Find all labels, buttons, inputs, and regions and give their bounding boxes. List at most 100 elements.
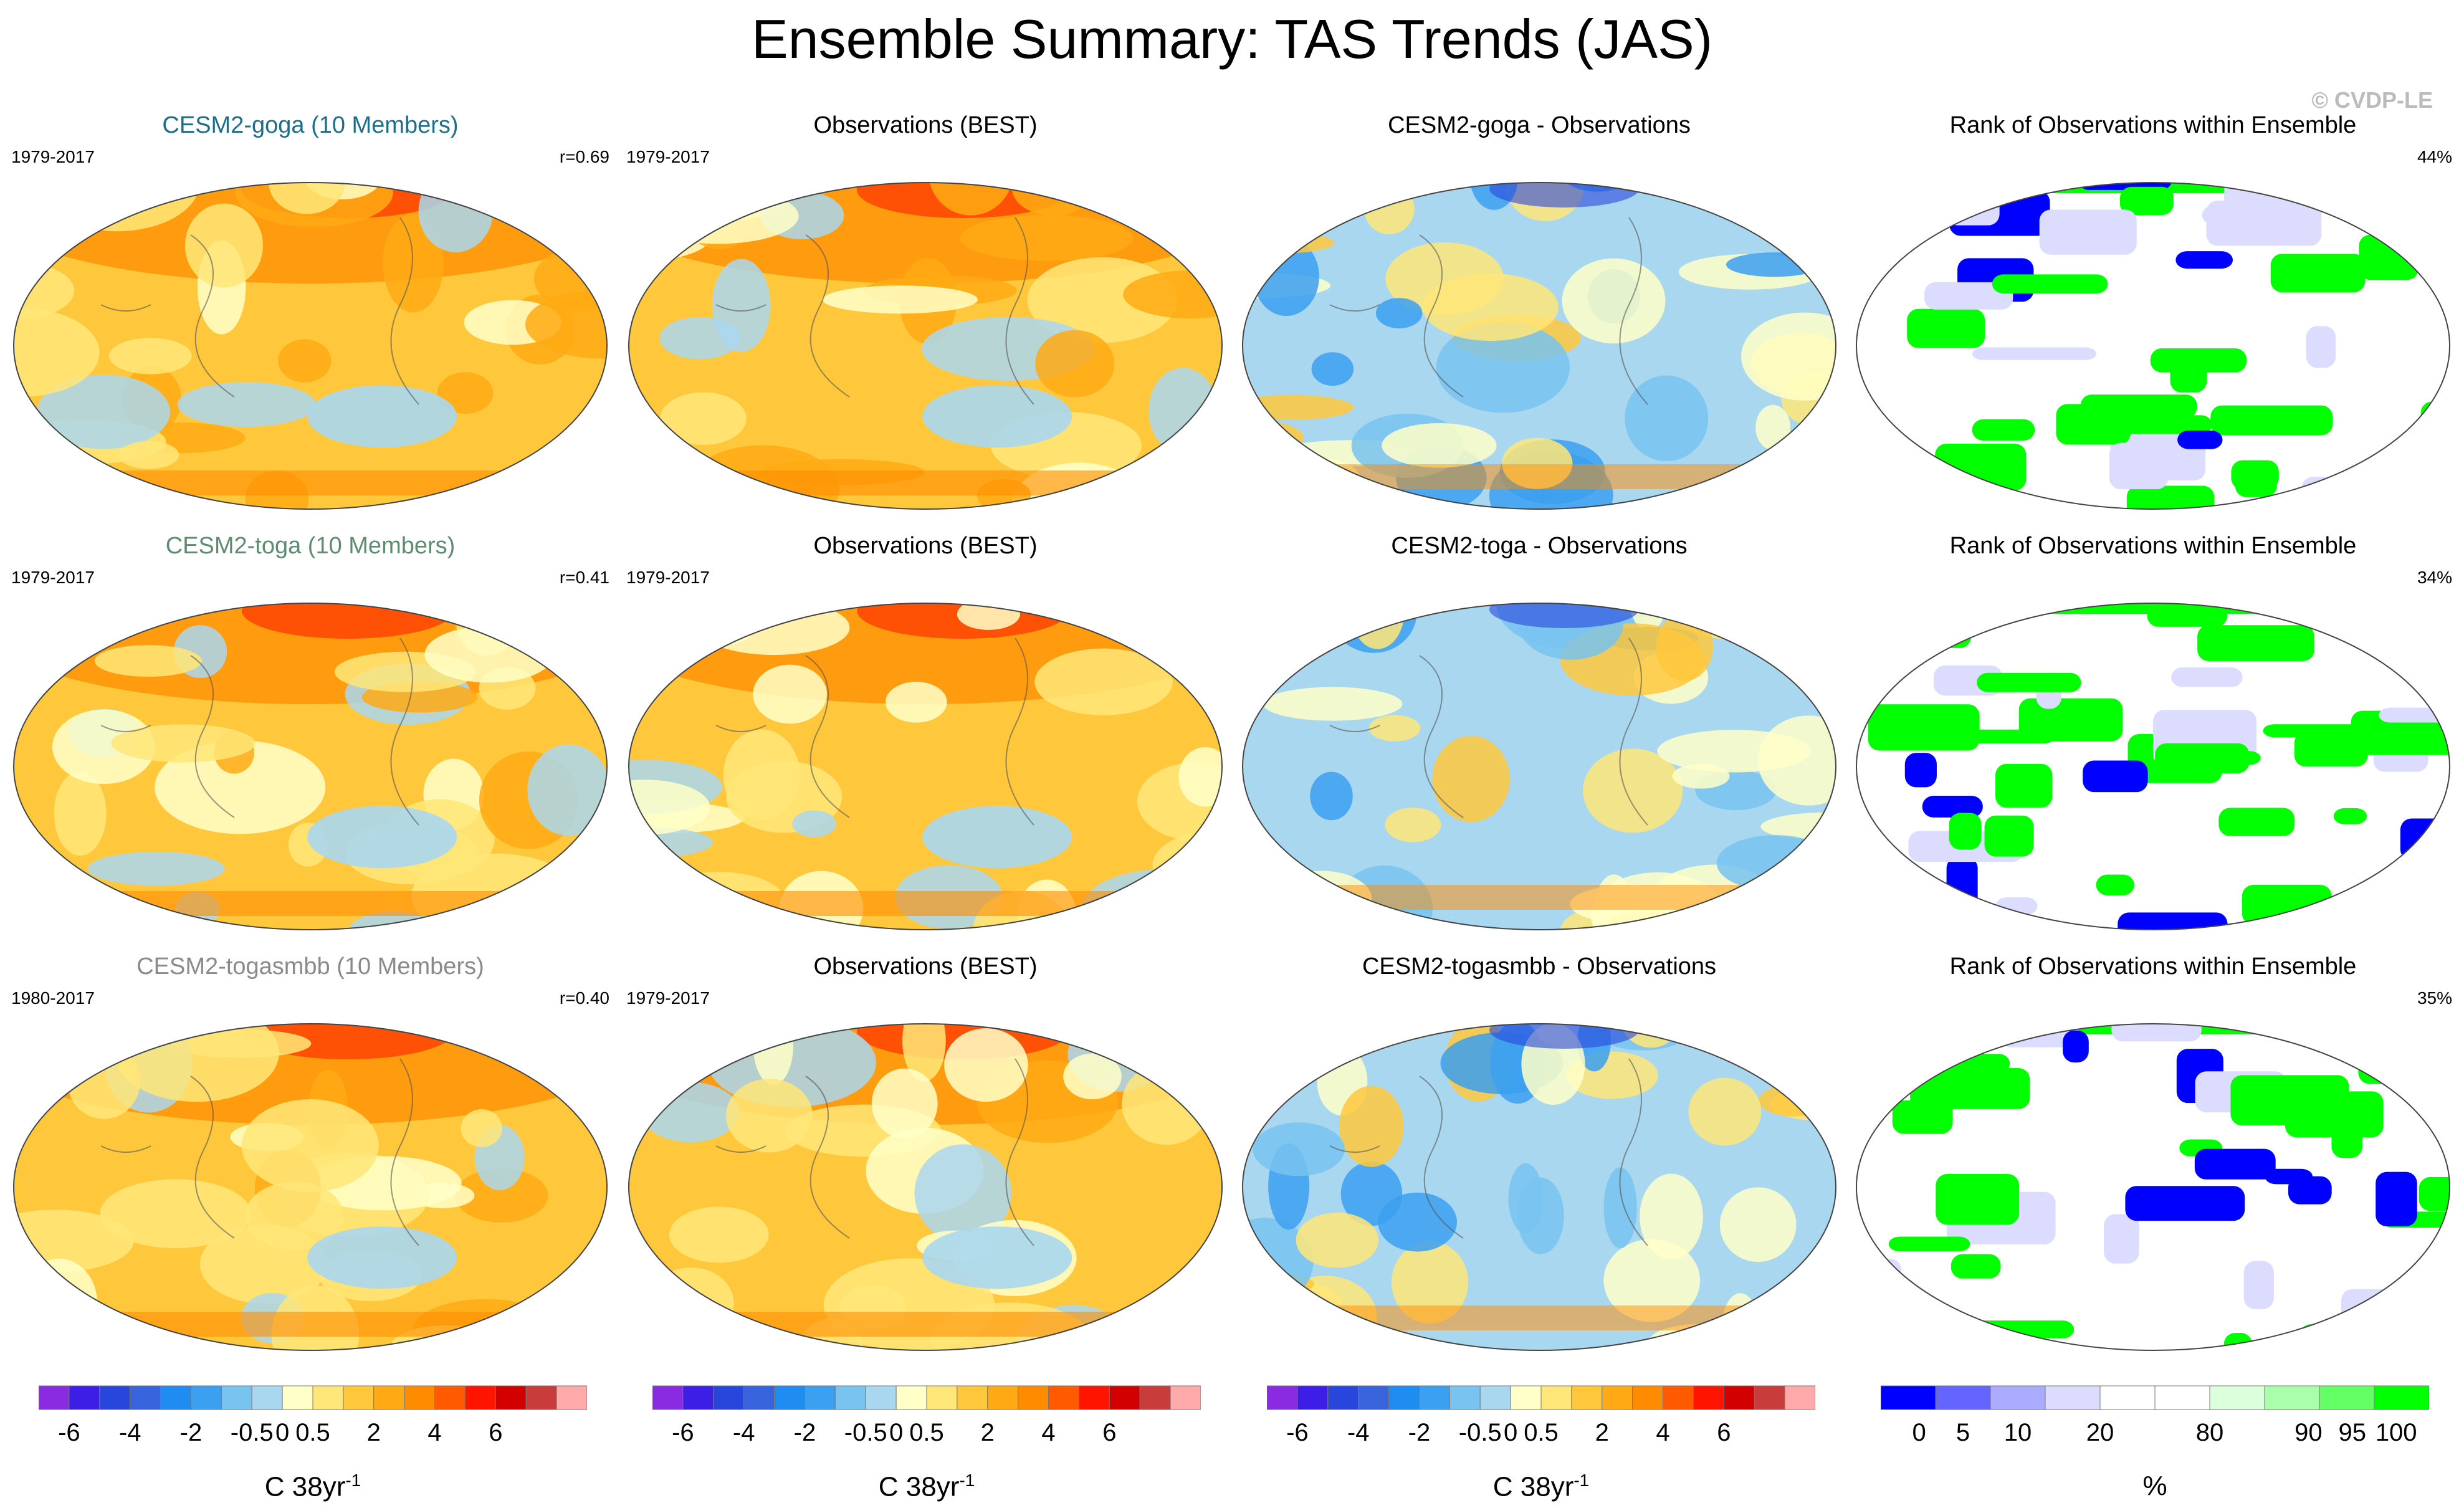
colorbar-tick-label: 0 xyxy=(1912,1419,1926,1446)
colorbar-swatch xyxy=(926,1385,958,1410)
map-panel: CESM2-togasmbb - Observations xyxy=(1240,953,1838,1355)
colorbar-swatch xyxy=(1602,1385,1633,1410)
trend-colorbar-2: -6 -4 -2 -0.5 0 0.5 2 4 6 C 38yr-1 xyxy=(652,1383,1201,1508)
colorbar-swatch xyxy=(2099,1385,2156,1410)
globe-map xyxy=(628,182,1223,510)
panel-correlation: r=0.40 xyxy=(559,988,609,1008)
panel-period: 1979-2017 xyxy=(626,147,710,166)
colorbar-tick-label: 0 xyxy=(275,1419,289,1446)
map-panel: Observations (BEST) 1979-2017 xyxy=(626,533,1225,935)
globe-map xyxy=(628,1023,1223,1351)
map-panel: Rank of Observations within Ensemble 44% xyxy=(1854,112,2452,514)
panel-period: 1979-2017 xyxy=(11,568,95,587)
colorbar-svg: -6 -4 -2 -0.5 0 0.5 2 4 6 xyxy=(1267,1385,1815,1446)
colorbar-swatch xyxy=(1449,1385,1481,1410)
colorbar-tick-label: 90 xyxy=(2294,1419,2323,1446)
colorbar-tick-label: -0.5 xyxy=(844,1419,887,1446)
colorbar-swatch xyxy=(713,1385,745,1410)
colorbar-swatch xyxy=(1267,1385,1298,1410)
colorbar-swatch xyxy=(1139,1385,1171,1410)
colorbar-swatch xyxy=(652,1385,684,1410)
colorbar-tick-label: 0 xyxy=(889,1419,903,1446)
colorbar-swatch xyxy=(1170,1385,1201,1410)
colorbar-swatch xyxy=(221,1385,252,1410)
colorbar-tick-label: 95 xyxy=(2339,1419,2367,1446)
colorbar-swatch xyxy=(190,1385,222,1410)
colorbar-tick-label: 80 xyxy=(2196,1419,2224,1446)
colorbar-swatch xyxy=(130,1385,161,1410)
globe-map xyxy=(1242,182,1836,510)
colorbar-swatch xyxy=(865,1385,897,1410)
colorbar-swatch xyxy=(1754,1385,1785,1410)
rank-colorbar: 0 5 10 20 80 90 95 100% xyxy=(1881,1383,2429,1508)
colorbar-tick-label: -6 xyxy=(1286,1419,1309,1446)
panel-percent: 35% xyxy=(2417,988,2452,1008)
panel-title: CESM2-toga (10 Members) xyxy=(165,533,456,559)
panel-title: Observations (BEST) xyxy=(813,953,1038,980)
colorbar-tick-label: 6 xyxy=(489,1419,502,1446)
colorbar-swatch xyxy=(1784,1385,1815,1410)
colorbar-swatch xyxy=(312,1385,344,1410)
colorbar-svg: -6 -4 -2 -0.5 0 0.5 2 4 6 xyxy=(652,1385,1201,1446)
colorbar-tick-label: 0 xyxy=(1504,1419,1517,1446)
colorbar-swatch xyxy=(1078,1385,1110,1410)
colorbar-tick-label: -0.5 xyxy=(1459,1419,1502,1446)
map-panel: Rank of Observations within Ensemble 34% xyxy=(1854,533,2452,935)
colorbar-unit: C 38yr-1 xyxy=(1492,1471,1590,1502)
colorbar-tick-label: 4 xyxy=(1041,1419,1055,1446)
colorbar-swatch xyxy=(2154,1385,2210,1410)
colorbar-swatch xyxy=(1479,1385,1511,1410)
panel-title: Observations (BEST) xyxy=(813,112,1038,138)
globe-map xyxy=(13,603,608,930)
globe-map xyxy=(1856,1023,2450,1351)
panel-title: CESM2-togasmbb - Observations xyxy=(1362,953,1717,980)
panel-correlation: r=0.69 xyxy=(559,147,609,166)
panel-period: 1979-2017 xyxy=(626,988,710,1008)
colorbar-swatch xyxy=(1510,1385,1542,1410)
colorbar-tick-label: 6 xyxy=(1102,1419,1116,1446)
colorbar-swatch xyxy=(2319,1385,2375,1410)
colorbar-swatch xyxy=(1723,1385,1755,1410)
globe-map xyxy=(13,182,608,510)
colorbar-tick-label: 2 xyxy=(367,1419,381,1446)
colorbar-swatch xyxy=(464,1385,496,1410)
colorbar-swatch xyxy=(2209,1385,2265,1410)
panel-correlation: r=0.41 xyxy=(559,568,609,587)
colorbar-swatch xyxy=(434,1385,466,1410)
colorbar-swatch xyxy=(39,1385,70,1410)
colorbar-swatch xyxy=(1297,1385,1329,1410)
colorbar-svg: -6 -4 -2 -0.5 0 0.5 2 4 6 xyxy=(39,1385,587,1446)
colorbar-swatch xyxy=(160,1385,191,1410)
colorbar-swatch xyxy=(743,1385,775,1410)
colorbar-swatch xyxy=(987,1385,1019,1410)
trend-colorbar-1: -6 -4 -2 -0.5 0 0.5 2 4 6 C 38yr-1 xyxy=(39,1383,587,1508)
map-panel: CESM2-goga (10 Members) 1979-2017 r=0.69 xyxy=(11,112,609,514)
map-panel: CESM2-toga (10 Members) 1979-2017 r=0.41 xyxy=(11,533,609,935)
map-panel: Rank of Observations within Ensemble 35% xyxy=(1854,953,2452,1355)
globe-map xyxy=(13,1023,608,1351)
map-panel: Observations (BEST) 1979-2017 xyxy=(626,953,1225,1355)
colorbar-tick-label: 10 xyxy=(2004,1419,2032,1446)
colorbar-tick-label: 0.5 xyxy=(295,1419,330,1446)
panel-period: 1979-2017 xyxy=(11,147,95,166)
panel-percent: 34% xyxy=(2417,568,2452,587)
colorbar-swatch xyxy=(282,1385,313,1410)
colorbar-swatch xyxy=(495,1385,527,1410)
panel-title: CESM2-togasmbb (10 Members) xyxy=(136,953,484,980)
colorbar-tick-label: -4 xyxy=(733,1419,755,1446)
colorbar-tick-label: 0.5 xyxy=(909,1419,944,1446)
colorbar-swatch xyxy=(1990,1385,2046,1410)
colorbar-swatch xyxy=(1571,1385,1603,1410)
panel-title: Rank of Observations within Ensemble xyxy=(1949,533,2357,559)
colorbar-swatch xyxy=(2045,1385,2101,1410)
colorbar-swatch xyxy=(1663,1385,1694,1410)
colorbar-swatch xyxy=(1693,1385,1724,1410)
colorbar-tick-label: 20 xyxy=(2086,1419,2114,1446)
colorbar-tick-label: -4 xyxy=(1347,1419,1370,1446)
globe-map xyxy=(1856,603,2450,930)
globe-map xyxy=(1856,182,2450,510)
colorbar-tick-label: 0.5 xyxy=(1524,1419,1559,1446)
colorbar-swatch xyxy=(957,1385,988,1410)
colorbar-tick-label: 4 xyxy=(1656,1419,1669,1446)
colorbar-swatch xyxy=(525,1385,557,1410)
